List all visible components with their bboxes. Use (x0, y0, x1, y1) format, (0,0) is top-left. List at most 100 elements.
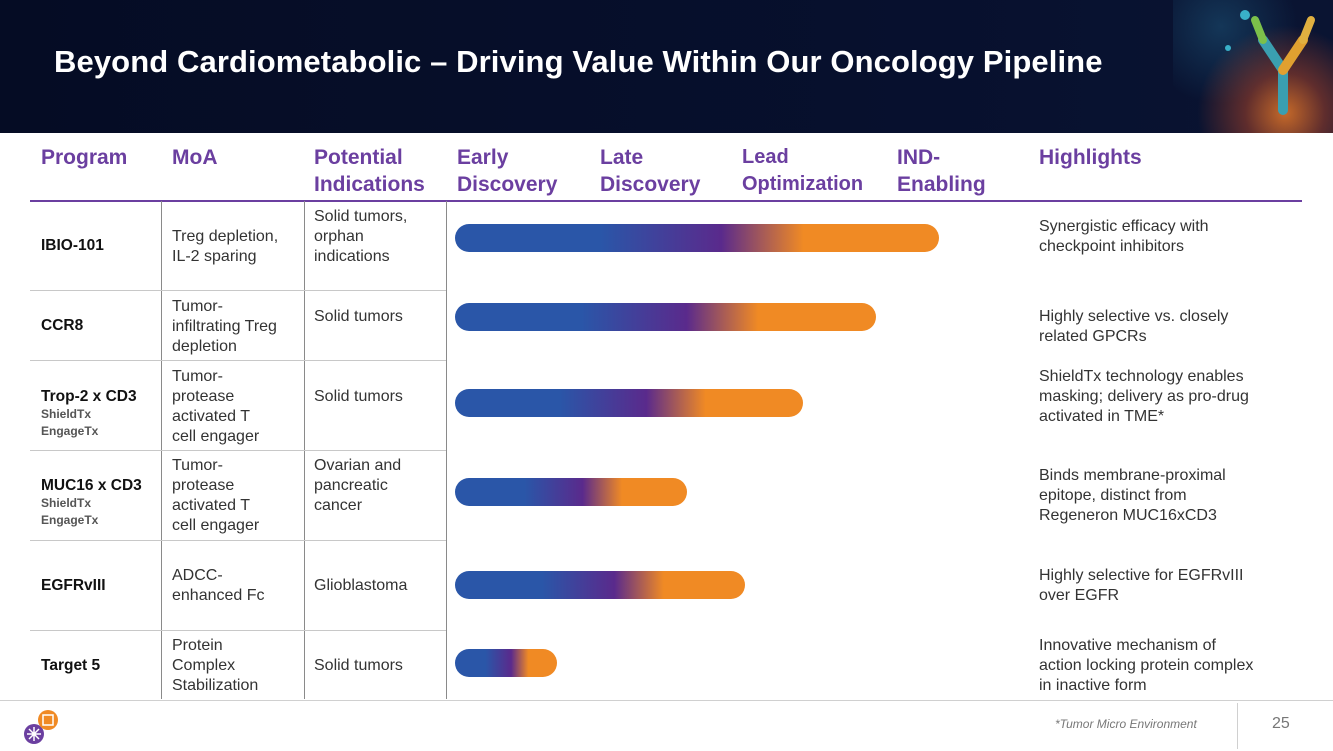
cell-line: Tumor- (172, 368, 223, 385)
cell-line: Highly selective for EGFRvIII (1039, 567, 1244, 584)
cell-line: pancreatic (314, 477, 388, 494)
footer-divider-vertical (1237, 703, 1238, 749)
indications-cell: Glioblastoma (314, 576, 407, 596)
cell-line: Synergistic efficacy with (1039, 218, 1209, 235)
indications-cell: Ovarian and pancreatic cancer (314, 456, 401, 516)
indications-cell: Solid tumors (314, 307, 403, 327)
column-header-line: Late (600, 146, 644, 169)
cell-line: Tumor- (172, 298, 223, 315)
progress-bar (455, 389, 803, 417)
progress-bar (455, 571, 745, 599)
row-divider (30, 630, 446, 631)
cell-line: Tumor- (172, 457, 223, 474)
column-header-line: IND- (897, 146, 941, 169)
company-logo-icon (22, 708, 62, 746)
cell-line: activated T (172, 497, 250, 514)
program-name: IBIO-101 (41, 237, 104, 254)
progress-bar (455, 649, 557, 677)
moa-cell: Tumor- protease activated T cell engager (172, 367, 259, 447)
platform-tag: EngageTx (41, 513, 99, 527)
column-header-indications: Potential Indications (314, 144, 425, 198)
platform-tag: EngageTx (41, 424, 99, 438)
moa-cell: Protein Complex Stabilization (172, 636, 258, 696)
cell-line: related GPCRs (1039, 328, 1147, 345)
cell-line: Glioblastoma (314, 577, 408, 594)
cell-line: Highly selective vs. closely (1039, 308, 1229, 325)
column-header-line: Discovery (600, 173, 701, 196)
row-divider (30, 360, 446, 361)
program-name: Target 5 (41, 657, 101, 674)
highlights-cell: Innovative mechanism of action locking p… (1039, 636, 1309, 696)
page-title: Beyond Cardiometabolic – Driving Value W… (54, 44, 1103, 79)
cell-line: Stabilization (172, 677, 259, 694)
cell-line: epitope, distinct from (1039, 487, 1187, 504)
column-header-late-discovery: Late Discovery (600, 144, 700, 198)
column-header-program: Program (41, 146, 128, 169)
progress-bar (455, 478, 687, 506)
cell-line: cell engager (172, 428, 260, 445)
cell-line: Innovative mechanism of (1039, 637, 1216, 654)
moa-cell: Tumor- protease activated T cell engager (172, 456, 259, 536)
cell-line: Ovarian and (314, 457, 402, 474)
row-divider (30, 290, 446, 291)
column-header-line: Discovery (457, 173, 558, 196)
column-header-line: Potential (314, 146, 403, 169)
cell-line: Solid tumors, (314, 208, 408, 225)
cell-line: masking; delivery as pro-drug (1039, 388, 1249, 405)
cell-line: Protein (172, 637, 223, 654)
progress-bar (455, 303, 876, 331)
platform-tag: ShieldTx (41, 407, 92, 421)
program-name: Trop-2 x CD3 ShieldTx EngageTx (41, 388, 137, 440)
program-name: CCR8 (41, 317, 84, 334)
cell-line: cell engager (172, 517, 260, 534)
column-header-early-discovery: Early Discovery (457, 144, 557, 198)
cell-line: indications (314, 248, 390, 265)
indications-cell: Solid tumors, orphan indications (314, 207, 407, 267)
cell-line: depletion (172, 338, 237, 355)
cell-line: action locking protein complex (1039, 657, 1254, 674)
cell-line: ShieldTx technology enables (1039, 368, 1244, 385)
indications-cell: Solid tumors (314, 387, 403, 407)
column-header-line: Lead (742, 146, 789, 168)
cell-line: protease (172, 477, 235, 494)
row-divider (30, 450, 446, 451)
cell-line: Complex (172, 657, 236, 674)
cell-line: Solid tumors (314, 308, 403, 325)
cell-line: cancer (314, 497, 363, 514)
cell-line: Treg depletion, (172, 228, 279, 245)
footnote: *Tumor Micro Environment (1055, 717, 1197, 731)
cell-line: Binds membrane-proximal (1039, 467, 1226, 484)
row-divider (30, 540, 446, 541)
page-number: 25 (1272, 715, 1290, 732)
program-name: EGFRvIII (41, 577, 106, 594)
cell-line: enhanced Fc (172, 587, 265, 604)
cell-line: ADCC- (172, 567, 223, 584)
column-header-lead-optimization: Lead Optimization (742, 144, 863, 198)
cell-line: Solid tumors (314, 657, 403, 674)
cell-line: infiltrating Treg (172, 318, 277, 335)
program-label: Trop-2 x CD3 (41, 388, 137, 405)
column-header-line: Enabling (897, 173, 986, 196)
column-header-line: Early (457, 146, 509, 169)
cell-line: protease (172, 388, 235, 405)
progress-bar (455, 224, 939, 252)
column-divider (446, 201, 447, 699)
moa-cell: Tumor- infiltrating Treg depletion (172, 297, 277, 357)
highlights-cell: Binds membrane-proximal epitope, distinc… (1039, 466, 1309, 526)
column-header-line: Indications (314, 173, 425, 196)
column-header-highlights: Highlights (1039, 146, 1142, 169)
platform-tag: ShieldTx (41, 496, 92, 510)
cell-line: activated T (172, 408, 250, 425)
program-name: MUC16 x CD3 ShieldTx EngageTx (41, 477, 142, 529)
highlights-cell: Highly selective for EGFRvIII over EGFR (1039, 566, 1309, 606)
header-banner: Beyond Cardiometabolic – Driving Value W… (0, 0, 1333, 133)
footer-divider (0, 700, 1333, 701)
cell-line: Solid tumors (314, 388, 403, 405)
program-label: MUC16 x CD3 (41, 477, 142, 494)
cell-line: checkpoint inhibitors (1039, 238, 1184, 255)
moa-cell: Treg depletion, IL-2 sparing (172, 227, 278, 267)
moa-cell: ADCC- enhanced Fc (172, 566, 265, 606)
antibody-illustration (1173, 0, 1333, 133)
cell-line: orphan (314, 228, 364, 245)
column-header-line: Optimization (742, 173, 864, 195)
